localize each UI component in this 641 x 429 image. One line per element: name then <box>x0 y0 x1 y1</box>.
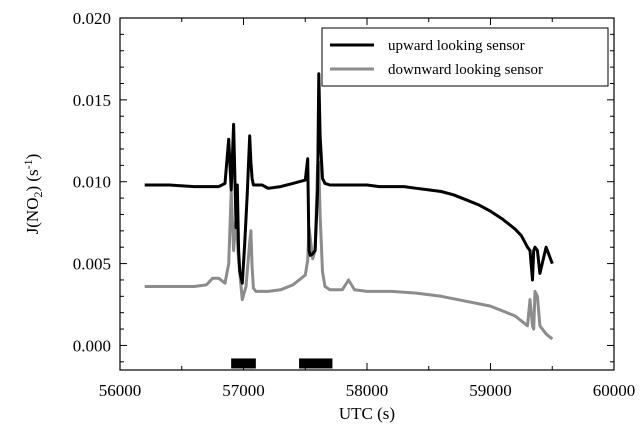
legend-label-upward: upward looking sensor <box>388 38 525 54</box>
y-axis-title-sup: -1 <box>21 159 35 169</box>
legend-label-downward: downward looking sensor <box>388 62 543 78</box>
y-axis-title-base: J(NO <box>23 198 42 235</box>
legend-box <box>321 27 609 87</box>
series-line-downward <box>144 160 554 341</box>
y-tick-label: 0.015 <box>73 91 111 110</box>
x-tick-label: 56000 <box>99 381 142 400</box>
y-axis-title-mid: ) (s <box>23 169 42 191</box>
time-interval-bar <box>231 358 256 369</box>
x-tick-label: 59000 <box>469 381 512 400</box>
y-axis-title: J(NO2) (s-1) <box>21 154 45 235</box>
plot-area <box>119 17 615 371</box>
bars-layer <box>231 358 333 369</box>
y-axis-title-end: ) <box>23 154 42 160</box>
x-tick-labels: 56000 57000 58000 59000 60000 <box>99 381 636 400</box>
legend: upward looking sensor downward looking s… <box>321 27 609 87</box>
y-tick-label: 0.020 <box>73 9 111 28</box>
y-tick-label: 0.010 <box>73 173 111 192</box>
series-layer <box>144 72 554 341</box>
series-line-upward <box>144 72 554 285</box>
x-tick-label: 60000 <box>593 381 636 400</box>
time-interval-bar <box>299 358 333 369</box>
x-tick-label: 58000 <box>346 381 389 400</box>
y-tick-label: 0.005 <box>73 255 111 274</box>
y-axis-title-sub: 2 <box>31 192 45 198</box>
x-tick-label: 57000 <box>222 381 265 400</box>
x-axis-title: UTC (s) <box>339 404 395 423</box>
y-tick-label: 0.000 <box>73 336 111 355</box>
y-tick-labels: 0.000 0.005 0.010 0.015 0.020 <box>73 9 111 355</box>
